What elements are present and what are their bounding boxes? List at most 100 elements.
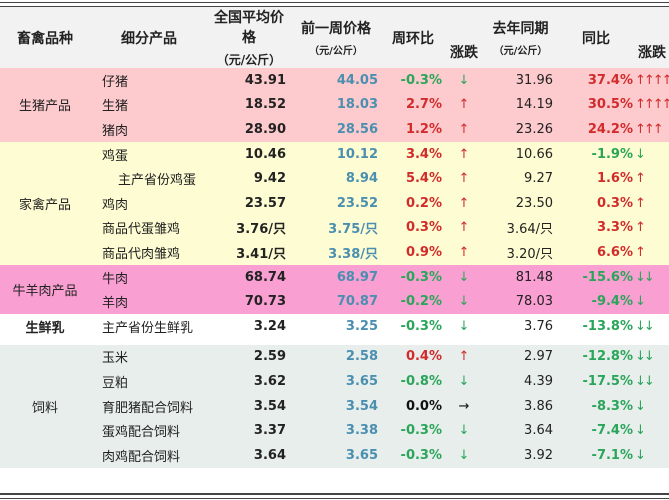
wow-arrow-icon: ↑ — [458, 146, 470, 162]
category-cell: 饲料 — [31, 400, 58, 416]
wow-cell: -0.8% — [400, 373, 442, 389]
product-cell: 豆粕 — [102, 375, 129, 391]
last-year-cell: 81.48 — [515, 269, 553, 285]
last-year-cell: 23.50 — [515, 195, 553, 211]
avg-price-cell: 9.42 — [253, 171, 286, 187]
category-cell: 牛羊肉产品 — [12, 283, 78, 299]
table-row: 鸡肉 23.57 23.52 0.2% ↑ 23.50 0.3% ↑ — [0, 190, 669, 216]
yoy-arrow-icon: ↑↑↑↑ — [635, 72, 669, 88]
avg-price-cell: 3.76/只 — [236, 222, 286, 238]
wow-cell: 1.2% — [405, 121, 442, 137]
product-cell: 牛肉 — [102, 271, 129, 287]
prev-price-cell: 18.03 — [336, 97, 378, 113]
wow-cell: -0.3% — [400, 269, 442, 285]
wow-arrow-icon: ↓ — [458, 447, 470, 463]
category-cell: 生猪产品 — [18, 99, 71, 115]
wow-cell: 2.7% — [405, 97, 442, 113]
table-row: 商品代肉雏鸡 3.41/只 3.38/只 0.9% ↑ 3.20/只 6.6% ↑ — [0, 240, 669, 265]
table-row: 商品代蛋雏鸡 3.76/只 3.75/只 0.3% ↑ 3.64/只 3.3% ↑ — [0, 215, 669, 241]
category-cell: 生鲜乳 — [25, 320, 65, 336]
yoy-cell: 3.3% — [596, 220, 633, 236]
yoy-arrow-icon: ↓↓ — [635, 269, 655, 285]
avg-price-cell: 68.74 — [244, 269, 286, 285]
header-avg-price: 全国平均价格 （元/公斤） — [208, 7, 290, 68]
yoy-arrow-icon: ↓↓ — [635, 349, 655, 365]
header-prev-price: 前一周价格 （元/公斤） — [290, 7, 382, 68]
last-year-cell: 31.96 — [515, 72, 553, 88]
last-year-cell: 2.97 — [524, 349, 553, 365]
table-row: 蛋鸡配合饲料 3.37 3.38 -0.3% ↓ 3.64 -7.4% ↓ — [0, 418, 669, 443]
product-cell: 主产省份生鲜乳 — [102, 320, 194, 336]
wow-cell: 0.0% — [405, 398, 442, 414]
product-cell: 玉米 — [102, 351, 129, 367]
last-year-cell: 3.92 — [524, 447, 553, 463]
product-cell: 生猪 — [102, 99, 129, 115]
yoy-arrow-icon: ↑↑↑↑ — [635, 97, 669, 113]
avg-price-cell: 28.90 — [244, 121, 286, 137]
header-last-year: 去年同期 （元/公斤） — [484, 7, 557, 68]
yoy-arrow-icon: ↑ — [635, 171, 646, 187]
product-cell: 猪肉 — [102, 123, 129, 139]
yoy-arrow-icon: ↓↓ — [635, 373, 655, 389]
wow-cell: 0.9% — [405, 244, 442, 260]
last-year-cell: 23.26 — [515, 121, 553, 137]
last-year-cell: 3.86 — [524, 398, 553, 414]
yoy-cell: -17.5% — [582, 373, 634, 389]
wow-arrow-icon: ↓ — [458, 269, 470, 285]
wow-cell: 0.4% — [405, 349, 442, 365]
last-year-cell: 3.64/只 — [506, 222, 553, 238]
avg-price-cell: 2.59 — [253, 349, 286, 365]
yoy-arrow-icon: ↑↑↑ — [635, 121, 664, 137]
yoy-cell: 6.6% — [596, 244, 633, 260]
product-cell: 仔猪 — [102, 74, 129, 90]
table-row: 饲料 玉米 2.59 2.58 0.4% ↑ 2.97 -12.8% ↓↓ — [0, 341, 669, 416]
last-year-cell: 14.19 — [515, 97, 553, 113]
header-wow: 周环比 — [382, 7, 444, 68]
yoy-cell: -7.4% — [591, 423, 633, 439]
yoy-arrow-icon: ↓ — [635, 146, 646, 162]
table-row: 生猪产品 仔猪 43.91 44.05 -0.3% ↓ 31.96 37.4% ↑↑↑↑ — [0, 68, 669, 114]
yoy-cell: -1.9% — [591, 146, 633, 162]
prev-price-cell: 3.65 — [345, 447, 378, 463]
yoy-cell: 0.3% — [596, 195, 633, 211]
wow-cell: -0.2% — [400, 294, 442, 310]
yoy-cell: -15.6% — [582, 269, 634, 285]
header-row: 畜禽品种 细分产品 全国平均价格 （元/公斤） 前一周价格 （元/公斤） 周环比 涨… — [0, 7, 669, 68]
avg-price-cell: 3.41/只 — [236, 246, 286, 262]
header-wow-trend: 涨跌 — [444, 7, 484, 68]
wow-arrow-icon: ↓ — [458, 423, 470, 439]
avg-price-cell: 70.73 — [244, 294, 286, 310]
header-yoy: 同比 — [557, 7, 635, 68]
yoy-cell: -12.8% — [582, 349, 634, 365]
table-row: 豆粕 3.62 3.65 -0.8% ↓ 4.39 -17.5% ↓↓ — [0, 369, 669, 394]
wow-arrow-icon: ↑ — [458, 121, 470, 137]
top-border — [0, 2, 669, 7]
avg-price-cell: 3.54 — [253, 398, 286, 414]
table-row: 生猪 18.52 18.03 2.7% ↑ 14.19 30.5% ↑↑↑↑ — [0, 92, 669, 118]
livestock-price-table: 畜禽品种 细分产品 全国平均价格 （元/公斤） 前一周价格 （元/公斤） 周环比 涨… — [0, 7, 669, 468]
product-cell: 蛋鸡配合饲料 — [102, 425, 181, 441]
wow-arrow-icon: ↓ — [458, 72, 470, 88]
yoy-arrow-icon: ↑ — [635, 195, 646, 211]
prev-price-cell: 8.94 — [345, 171, 378, 187]
yoy-arrow-icon: ↓ — [635, 398, 646, 414]
prev-price-cell: 70.87 — [336, 294, 378, 310]
wow-cell: -0.3% — [400, 318, 442, 334]
avg-price-cell: 18.52 — [244, 97, 286, 113]
table-row: 牛羊肉产品 牛肉 68.74 68.97 -0.3% ↓ 81.48 -15.6% ↓↓ — [0, 264, 669, 299]
prev-price-cell: 3.38 — [345, 423, 378, 439]
wow-arrow-icon: ↓ — [458, 318, 470, 334]
avg-price-cell: 43.91 — [244, 72, 286, 88]
wow-cell: 0.2% — [405, 195, 442, 211]
yoy-cell: -13.8% — [582, 318, 634, 334]
wow-cell: 3.4% — [405, 146, 442, 162]
product-cell: 肉鸡配合饲料 — [102, 449, 181, 465]
table-row: 主产省份鸡蛋 9.42 8.94 5.4% ↑ 9.27 1.6% ↑ — [0, 166, 669, 191]
yoy-arrow-icon: ↓ — [635, 447, 646, 463]
wow-arrow-icon: ↑ — [458, 195, 470, 211]
table-row: 家禽产品 鸡蛋 10.46 10.12 3.4% ↑ 10.66 -1.9% ↓ — [0, 141, 669, 213]
last-year-cell: 3.76 — [524, 318, 553, 334]
header-category: 畜禽品种 — [0, 7, 90, 68]
wow-cell: -0.3% — [400, 423, 442, 439]
avg-price-cell: 23.57 — [244, 195, 286, 211]
